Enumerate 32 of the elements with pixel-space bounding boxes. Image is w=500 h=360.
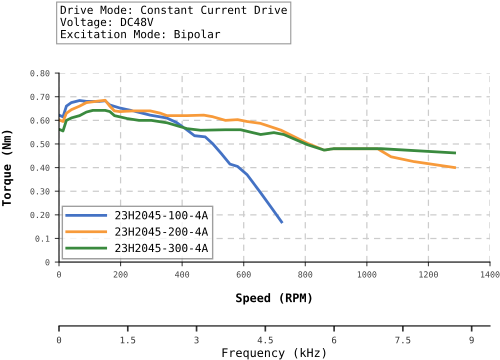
legend-label: 23H2045-200-4A bbox=[115, 227, 208, 236]
x-tick-label: 1000 bbox=[358, 271, 376, 278]
y-tick-label: 0.50 bbox=[30, 140, 50, 148]
x-tick-label: 800 bbox=[298, 271, 312, 278]
y-axis-title: Torque (Nm) bbox=[2, 130, 14, 206]
x2-axis-title: Frequency (kHz) bbox=[222, 348, 326, 360]
x-tick-label: 400 bbox=[175, 271, 190, 278]
x2-tick-label: 1.5 bbox=[120, 336, 136, 344]
x-tick-label: 200 bbox=[114, 271, 128, 278]
x2-tick-label: 7.5 bbox=[395, 336, 410, 344]
y-tick-label: 0.30 bbox=[30, 188, 50, 195]
x2-tick-label: 9 bbox=[470, 336, 474, 344]
x2-tick-label: 6 bbox=[332, 336, 336, 344]
y-tick-label: 0.70 bbox=[30, 94, 50, 100]
line-series bbox=[59, 109, 456, 154]
x2-tick-label: 3 bbox=[194, 336, 199, 344]
y-tick-label: 0.60 bbox=[30, 117, 50, 124]
y-tick-label: 0.40 bbox=[30, 164, 50, 171]
x-tick-label: 1200 bbox=[419, 271, 438, 278]
legend-label: 23H2045-100-4A bbox=[115, 211, 208, 220]
y-tick-label: 0.20 bbox=[30, 212, 50, 218]
x-axis-title: Speed (RPM) bbox=[236, 293, 312, 305]
x-tick-label: 1400 bbox=[480, 271, 500, 278]
y-tick-label: 0.1 bbox=[35, 235, 50, 242]
y-tick-label: 0.80 bbox=[30, 70, 50, 76]
legend-label: 23H2045-300-4A bbox=[115, 244, 208, 252]
x2-tick-label: 0 bbox=[56, 336, 62, 344]
x-tick-label: 600 bbox=[236, 271, 251, 278]
text: Drive Mode: Constant Current Drive Voltage: DC48V Excitation Mode: Bipolar bbox=[60, 5, 287, 40]
x2-tick-label: 4.5 bbox=[258, 336, 273, 344]
y-tick-label: 0 bbox=[45, 259, 50, 266]
x-tick-label: 0 bbox=[57, 271, 61, 278]
